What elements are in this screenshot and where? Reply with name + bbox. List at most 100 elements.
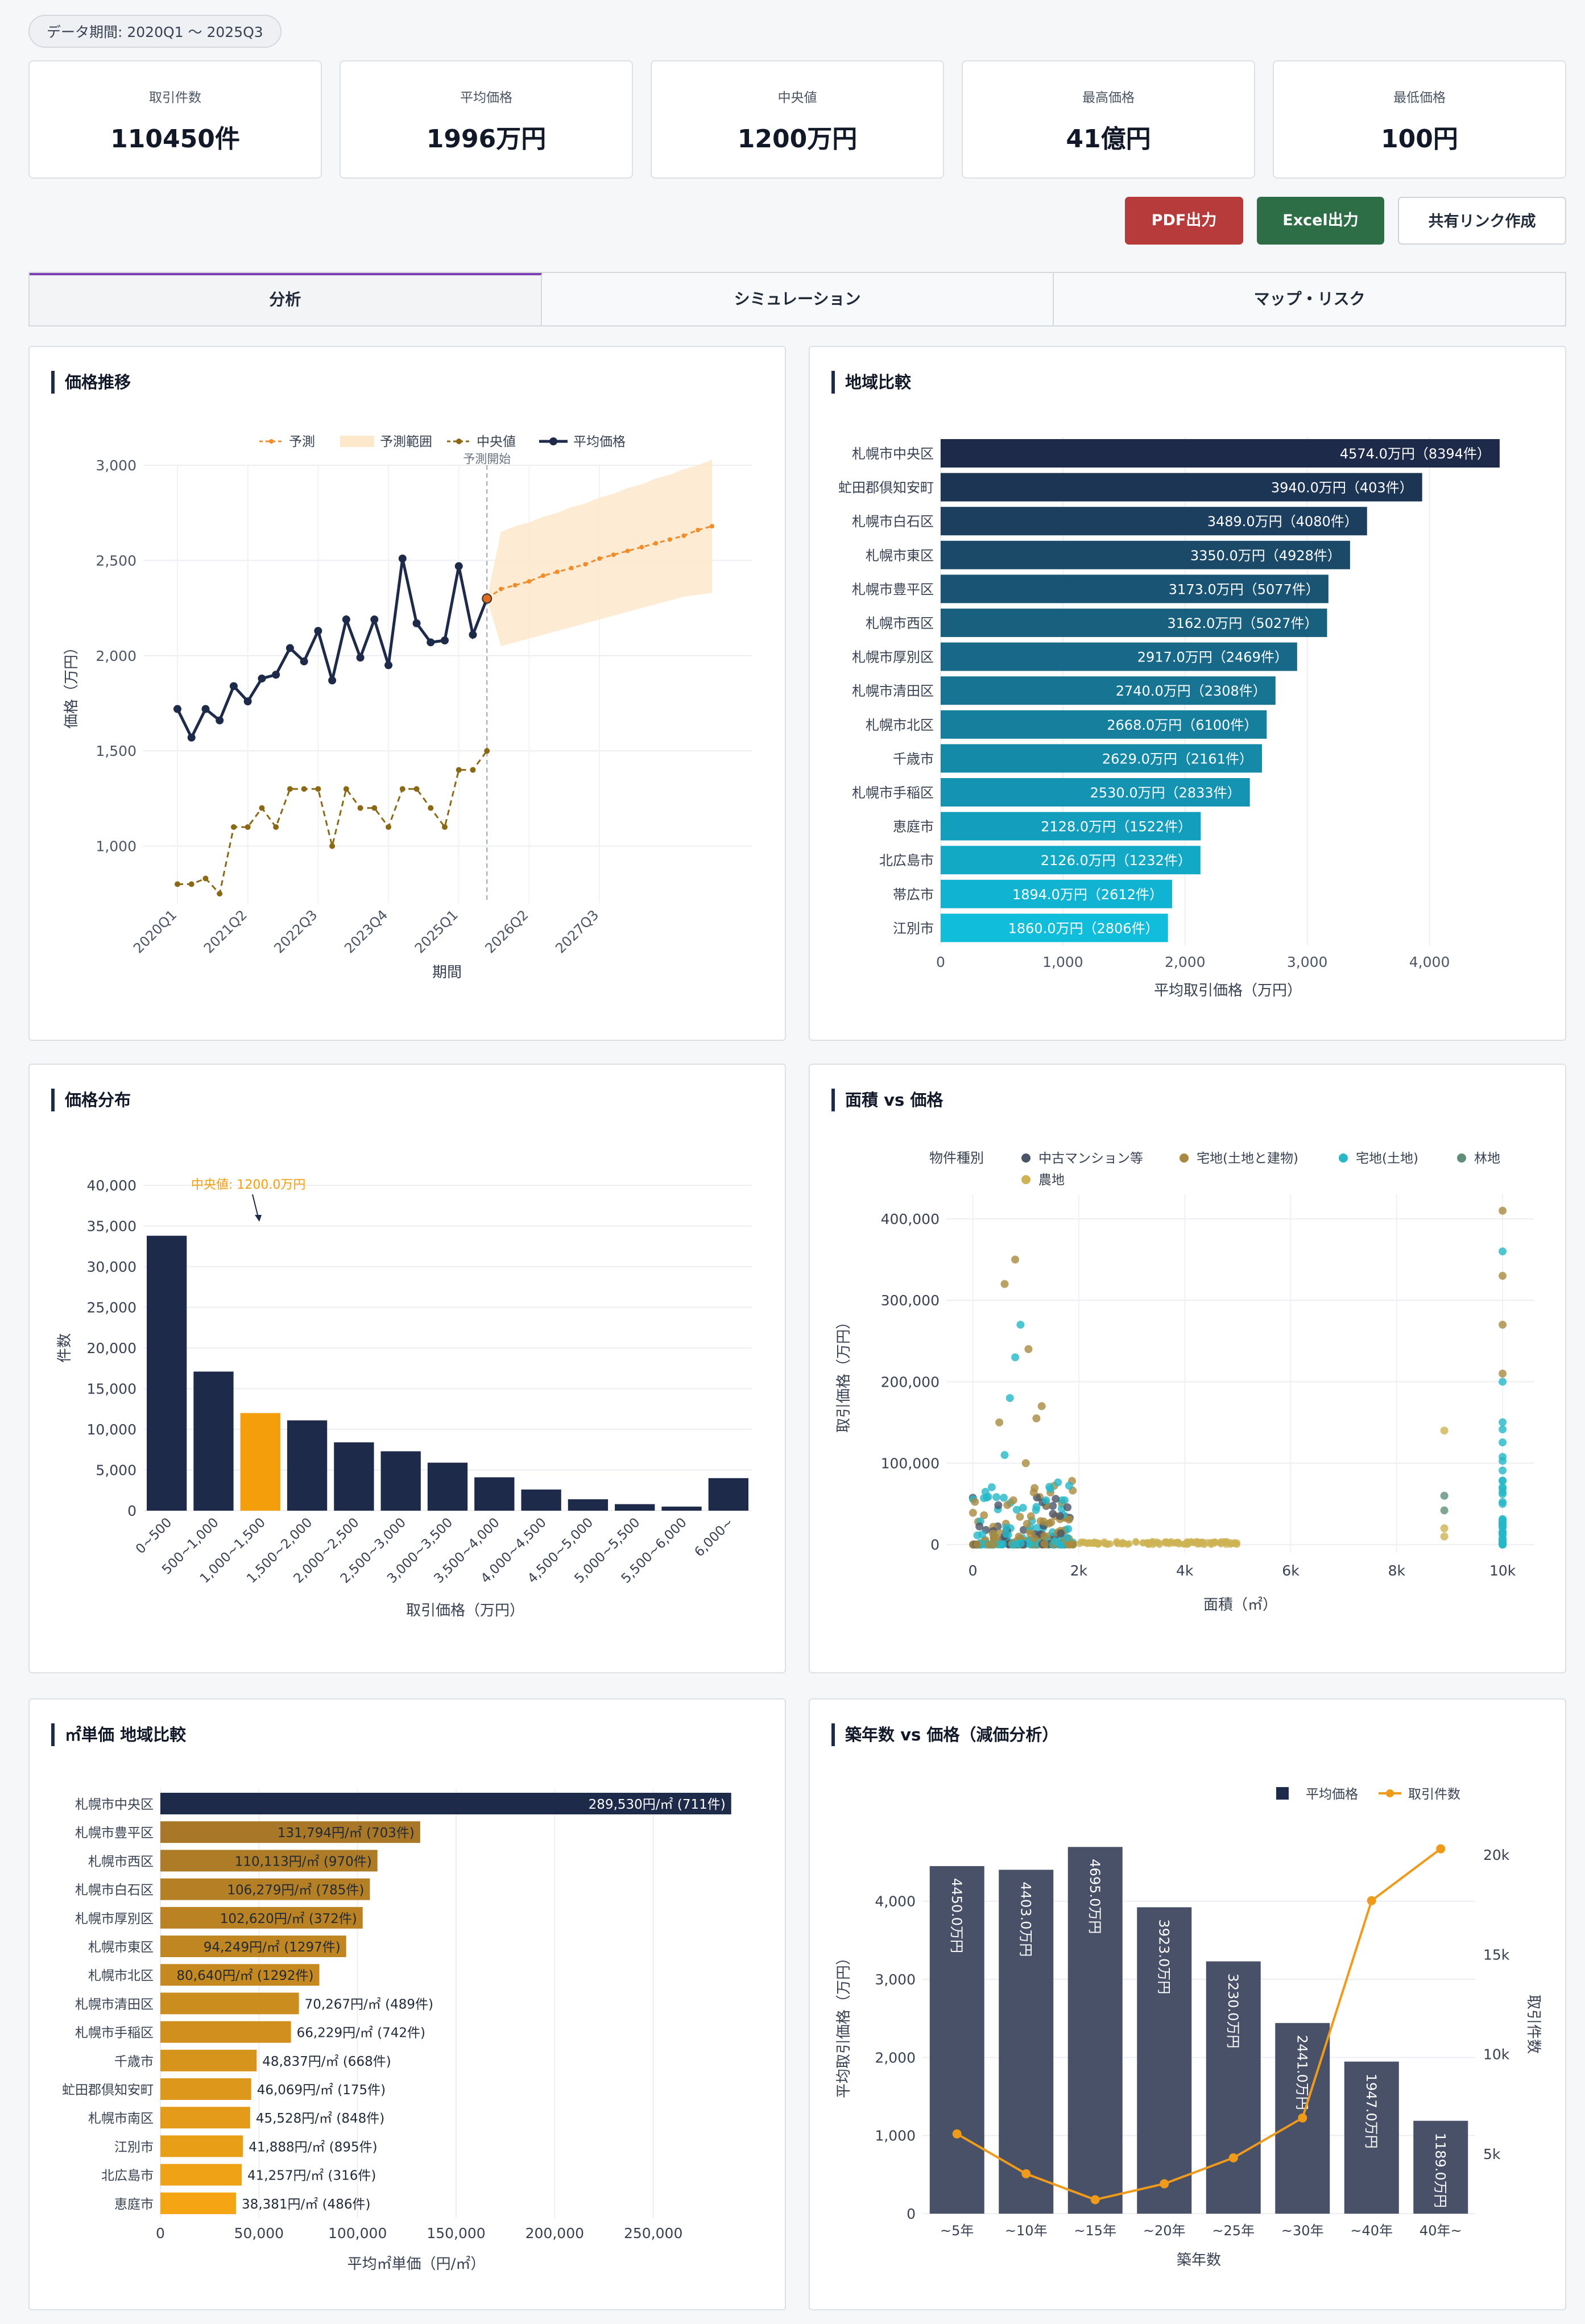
legend-marker xyxy=(1457,1153,1466,1163)
scatter-point xyxy=(1040,1517,1048,1526)
bar-value-label: 41,257円/㎡ (316件) xyxy=(247,2169,376,2184)
age-vs-price-panel: 築年数 vs 価格（減価分析） 0 1,000 2,000 3,000 4,000 5k 1… xyxy=(809,1698,1566,2310)
average-point xyxy=(454,562,463,570)
area-vs-price-panel: 面積 vs 価格 0 100,000 200,000 300,000 400,000 0 2… xyxy=(809,1064,1566,1673)
x-tick-label: 2025Q1 xyxy=(412,907,461,956)
forecast-point xyxy=(498,586,503,592)
tab-analysis[interactable]: 分析 xyxy=(30,273,542,325)
scatter-point xyxy=(1499,1378,1507,1386)
scatter-point xyxy=(1027,1512,1035,1520)
median-point xyxy=(202,875,209,882)
legend-median-marker xyxy=(456,439,462,444)
kpi-card-max-price: 最高価格 41億円 xyxy=(962,60,1255,179)
scatter-point xyxy=(1499,1466,1507,1475)
unit-price-bar xyxy=(160,2192,237,2214)
pdf-export-button[interactable]: PDF出力 xyxy=(1125,197,1243,245)
scatter-point xyxy=(1499,1425,1507,1434)
scatter-point xyxy=(1499,1272,1507,1280)
legend-marker xyxy=(1180,1153,1189,1163)
kpi-label: 中央値 xyxy=(777,90,817,105)
x-tick-label: 250,000 xyxy=(624,2225,682,2242)
x-axis-title: 期間 xyxy=(432,964,462,981)
x-tick-label: 4k xyxy=(1176,1562,1194,1579)
bar-value-label: 3230.0万円 xyxy=(1225,1973,1241,2048)
scatter-point xyxy=(1000,1494,1008,1502)
region-bar xyxy=(941,676,1276,705)
y-tick-label: 0 xyxy=(907,2206,916,2222)
scatter-point xyxy=(1026,1540,1034,1549)
tab-map-risk[interactable]: マップ・リスク xyxy=(1054,273,1566,325)
age-vs-price-chart: 0 1,000 2,000 3,000 4,000 5k 10k 15k 20k 4450.0万円… xyxy=(835,1787,1542,2269)
kpi-label: 取引件数 xyxy=(149,90,201,105)
bar-value-label: 289,530円/㎡ (711件) xyxy=(589,1797,726,1812)
share-link-button[interactable]: 共有リンク作成 xyxy=(1398,197,1566,245)
scatter-point xyxy=(1499,1418,1507,1426)
legend-marker xyxy=(1021,1175,1031,1184)
scatter-point xyxy=(1051,1537,1060,1546)
panel-title: ㎡単価 地域比較 xyxy=(51,1723,186,1746)
median-point xyxy=(301,786,307,792)
scatter-point xyxy=(1440,1532,1449,1541)
unit-price-panel: ㎡単価 地域比較 0 50,000 100,000 150,000 200,000 250… xyxy=(28,1698,786,2310)
bar-value-label: 2917.0万円（2469件） xyxy=(1137,650,1288,665)
histogram-bar xyxy=(334,1442,374,1511)
excel-export-button[interactable]: Excel出力 xyxy=(1257,197,1384,245)
x-tick-label: ~30年 xyxy=(1281,2223,1324,2239)
region-bar xyxy=(941,439,1500,468)
average-point xyxy=(427,638,435,647)
legend-forecast-label: 予測 xyxy=(289,435,315,449)
y-tick-label: 0 xyxy=(127,1503,136,1519)
scatter-point xyxy=(984,1540,992,1549)
x-tick-label: 50,000 xyxy=(234,2225,284,2242)
y-tick-label: 200,000 xyxy=(881,1374,940,1390)
x-tick-label: ~20年 xyxy=(1143,2223,1186,2239)
bar-value-label: 106,279円/㎡ (785件) xyxy=(227,1883,364,1898)
kpi-label: 最高価格 xyxy=(1082,90,1135,105)
median-point xyxy=(428,805,434,811)
region-label: 札幌市白石区 xyxy=(852,514,934,530)
median-annotation: 中央値: 1200.0万円 xyxy=(191,1178,305,1192)
y-tick-label: 2,000 xyxy=(875,2049,916,2066)
x-tick-label: 2,000 xyxy=(1165,954,1206,970)
average-point xyxy=(187,733,196,742)
scatter-point xyxy=(1499,1528,1507,1536)
panel-title: 地域比較 xyxy=(831,371,911,394)
tab-simulation[interactable]: シミュレーション xyxy=(541,273,1054,325)
histogram-bar xyxy=(287,1420,328,1511)
average-point xyxy=(314,627,322,635)
transaction-count-point xyxy=(1367,1896,1376,1905)
area-vs-price-chart: 0 100,000 200,000 300,000 400,000 0 2k 4k 6k 8k 10… xyxy=(835,1150,1534,1614)
scatter-point xyxy=(1019,1504,1027,1512)
x-tick-label: 100,000 xyxy=(328,2225,387,2242)
median-point xyxy=(484,748,490,754)
scatter-point xyxy=(1056,1512,1064,1520)
legend-line-marker xyxy=(1386,1789,1394,1797)
x-tick-label: 0 xyxy=(156,2225,165,2242)
region-label: 札幌市中央区 xyxy=(852,446,934,462)
price-trend-chart: 1,000 1,500 2,000 2,500 3,000 2020Q1 2021Q2 202… xyxy=(63,435,752,981)
median-point xyxy=(287,786,293,792)
scatter-point xyxy=(1499,1370,1507,1378)
transaction-count-point xyxy=(1436,1844,1446,1854)
forecast-point xyxy=(554,569,560,574)
scatter-point xyxy=(1033,1524,1041,1532)
forecast-point xyxy=(653,541,659,546)
scatter-point xyxy=(973,1540,982,1549)
y-tick-label: 25,000 xyxy=(87,1300,136,1316)
scatter-point xyxy=(1002,1523,1011,1532)
region-label: 札幌市清田区 xyxy=(75,1997,154,2012)
average-point xyxy=(384,661,393,669)
unit-price-bar xyxy=(160,2078,251,2100)
scatter-point xyxy=(1234,1539,1241,1546)
y-tick-label: 30,000 xyxy=(87,1259,136,1275)
median-point xyxy=(442,824,448,830)
histogram-bar xyxy=(661,1506,702,1511)
unit-price-bar xyxy=(160,1907,363,1929)
scatter-point xyxy=(971,1498,979,1506)
forecast-point xyxy=(512,582,518,588)
y-tick-label: 100,000 xyxy=(881,1455,940,1472)
scatter-point xyxy=(1023,1520,1031,1528)
histogram-bar xyxy=(147,1235,187,1511)
bar-value-label: 2126.0万円（1232件） xyxy=(1041,853,1191,869)
legend-label: 林地 xyxy=(1474,1151,1500,1166)
